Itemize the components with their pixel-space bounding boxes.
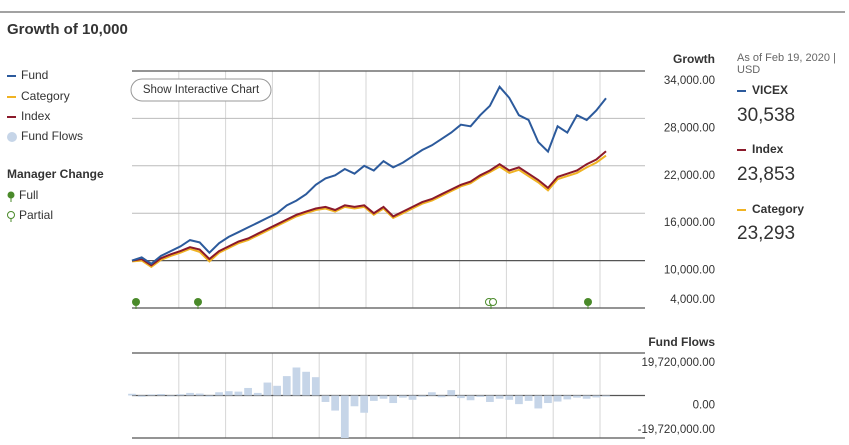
line-series <box>131 154 607 269</box>
grid <box>132 70 645 439</box>
bar <box>515 395 523 405</box>
summary-name: Index <box>752 142 784 156</box>
manager-full <box>194 298 202 306</box>
summary-value: 30,538 <box>737 105 795 126</box>
y-tick-label: 4,000.00 <box>670 294 715 306</box>
bar <box>302 371 310 396</box>
bar <box>447 390 456 396</box>
bar <box>147 394 156 396</box>
bar <box>186 392 194 396</box>
bar <box>273 385 281 396</box>
bar <box>563 395 572 400</box>
bar <box>369 395 378 401</box>
summary-name: VICEX <box>752 83 788 97</box>
manager-full <box>584 298 592 306</box>
legend-title: Manager Change <box>7 167 104 181</box>
bar <box>505 395 514 400</box>
bar <box>398 395 407 398</box>
bar <box>582 395 591 399</box>
button[interactable] <box>130 78 272 102</box>
bar <box>524 395 533 401</box>
legend-label: Index <box>21 109 50 123</box>
bar <box>292 367 301 396</box>
bar <box>408 395 417 400</box>
bar <box>331 395 340 411</box>
legend-icon <box>7 211 15 219</box>
y-tick-label: 10,000.00 <box>664 265 715 277</box>
summary-value: 23,293 <box>737 223 795 244</box>
bar <box>253 392 262 396</box>
bar <box>457 395 465 399</box>
button-label[interactable]: Show Interactive Chart <box>143 84 260 96</box>
bar <box>486 395 494 402</box>
legend-icon <box>7 191 15 199</box>
y-tick-label: 16,000.00 <box>664 217 715 229</box>
bar <box>224 391 233 396</box>
legend-label: Fund <box>21 68 48 82</box>
bar <box>263 382 272 396</box>
y-tick-label: 0.00 <box>693 400 715 412</box>
legend-label: Fund Flows <box>21 129 83 143</box>
summary-name: Category <box>752 202 804 216</box>
manager-markers <box>132 298 592 309</box>
line-series <box>131 150 607 267</box>
y-tick-label: 22,000.00 <box>664 170 715 182</box>
bar <box>234 391 243 396</box>
line-series <box>131 85 607 266</box>
bar <box>495 395 504 399</box>
bar <box>544 395 552 404</box>
legend-label: Category <box>21 89 70 103</box>
axis-title: Fund Flows <box>648 335 715 349</box>
bar <box>592 395 601 398</box>
legend-icon <box>7 132 17 142</box>
bar <box>311 377 320 396</box>
bar <box>137 395 146 397</box>
bar <box>418 395 427 397</box>
bar <box>428 392 436 396</box>
bar <box>360 395 369 413</box>
y-tick-label: 28,000.00 <box>664 122 715 134</box>
bar <box>215 392 223 396</box>
axis-title: Growth <box>673 52 715 66</box>
bar <box>340 395 349 438</box>
bar <box>321 395 330 402</box>
legend-label: Full <box>19 188 38 202</box>
bar <box>176 394 185 396</box>
legend-label: Partial <box>19 208 53 222</box>
bar <box>379 395 388 399</box>
manager-partial <box>489 298 497 306</box>
bar <box>534 395 543 409</box>
y-tick-label: 34,000.00 <box>664 75 715 87</box>
plot <box>128 85 610 438</box>
as-of: As of Feb 19, 2020 | USD <box>737 52 836 76</box>
page-title: Growth of 10,000 <box>7 21 128 38</box>
bar <box>205 395 214 397</box>
bar <box>282 376 291 396</box>
bar <box>602 395 610 397</box>
bar <box>573 395 581 398</box>
bar <box>128 393 136 396</box>
bar <box>476 395 485 398</box>
bar <box>466 395 475 401</box>
bar <box>244 387 252 396</box>
bar <box>166 395 175 397</box>
y-tick-label: 19,720,000.00 <box>641 357 715 369</box>
bar <box>389 395 398 404</box>
bar <box>195 393 204 396</box>
manager-full <box>132 298 140 306</box>
bar <box>553 395 562 402</box>
summary-value: 23,853 <box>737 164 795 185</box>
bar <box>157 393 165 396</box>
y-tick-label: -19,720,000.00 <box>638 424 715 436</box>
bar <box>350 395 359 407</box>
bar <box>437 395 446 398</box>
